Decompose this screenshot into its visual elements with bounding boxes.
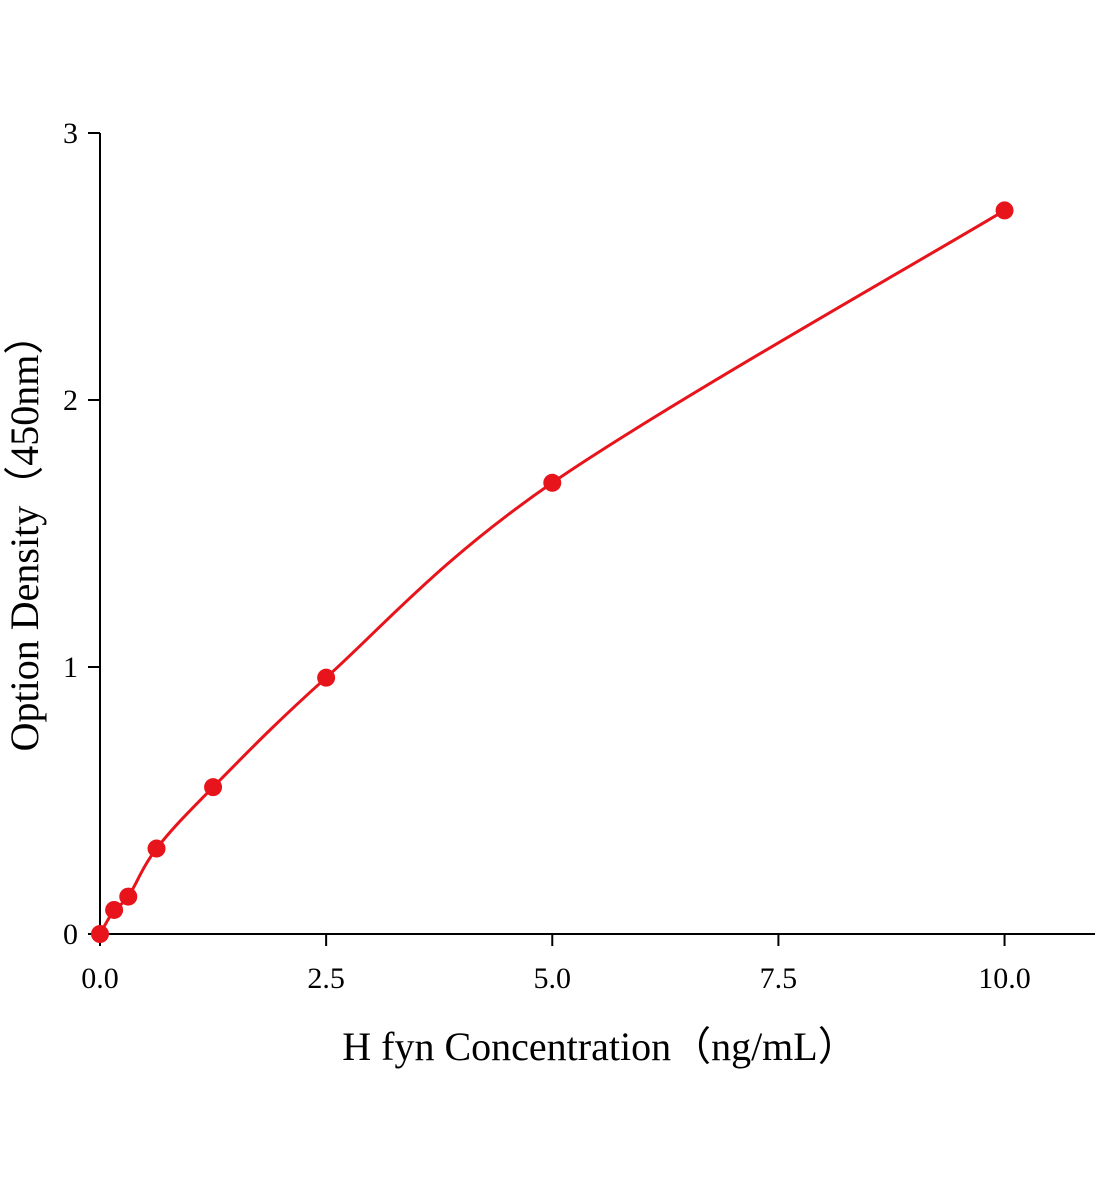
data-point <box>91 925 109 943</box>
y-tick-label: 1 <box>63 651 78 684</box>
data-point <box>543 473 562 492</box>
data-point <box>147 839 166 858</box>
y-tick-label: 0 <box>63 918 78 951</box>
fit-curve <box>98 209 1006 935</box>
x-axis-title: H fyn Concentration（ng/mL） <box>342 1024 857 1069</box>
x-tick-label: 10.0 <box>978 962 1031 995</box>
x-tick-label: 7.5 <box>760 962 798 995</box>
data-point <box>995 201 1014 220</box>
x-tick-label: 2.5 <box>307 962 345 995</box>
data-point <box>204 778 223 797</box>
y-tick-label: 3 <box>63 117 78 150</box>
data-point <box>317 668 336 687</box>
y-axis-title: Option Density（450nm） <box>2 315 47 752</box>
x-tick-label: 0.0 <box>81 962 119 995</box>
data-point <box>119 887 138 906</box>
data-point <box>105 900 124 919</box>
y-tick-label: 2 <box>63 384 78 417</box>
x-tick-label: 5.0 <box>534 962 572 995</box>
